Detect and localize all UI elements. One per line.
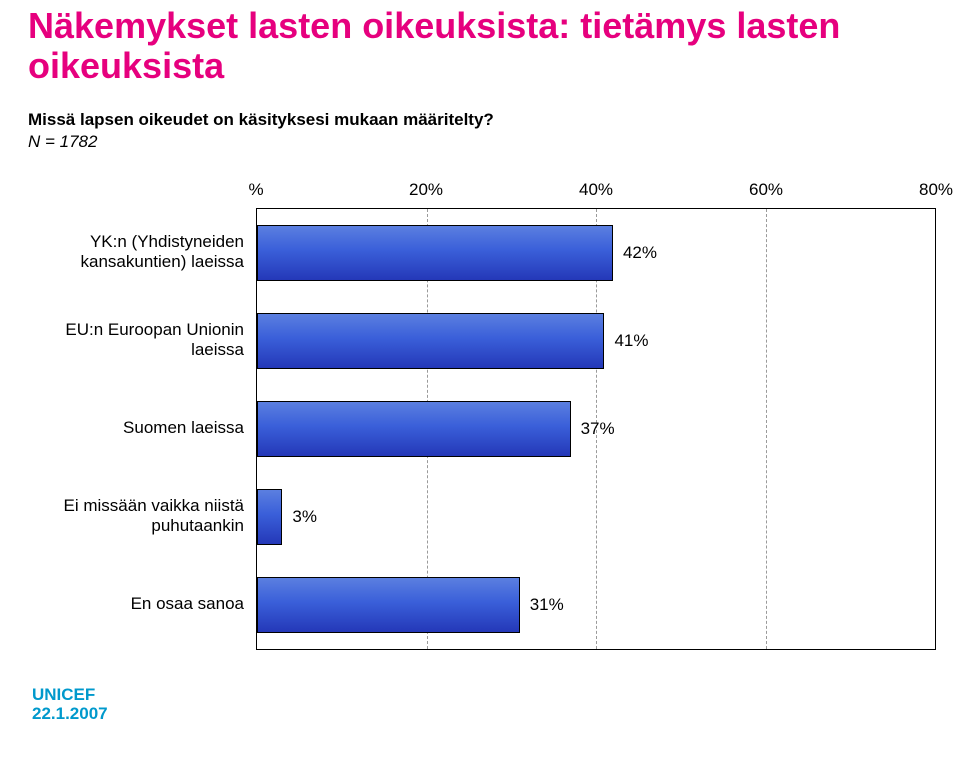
category-label: YK:n (Yhdistyneiden kansakuntien) laeiss… (28, 232, 244, 273)
bar-row: 3% (257, 489, 935, 545)
bar-row: 31% (257, 577, 935, 633)
bar-value-label: 31% (530, 595, 564, 615)
bar-row: 41% (257, 313, 935, 369)
chart-sample-size: N = 1782 (28, 132, 931, 152)
bar (257, 401, 571, 457)
bar (257, 489, 282, 545)
chart-plot-area: 42% 41% 37% 3% 31% (256, 208, 936, 650)
category-label: Ei missään vaikka niistä puhutaankin (28, 496, 244, 537)
footer-org: UNICEF (32, 686, 931, 705)
category-label: EU:n Euroopan Unionin laeissa (28, 320, 244, 361)
chart-question: Missä lapsen oikeudet on käsityksesi muk… (28, 109, 931, 130)
category-label: Suomen laeissa (28, 418, 244, 438)
x-axis-tick-label: 80% (919, 180, 953, 200)
x-axis-tick-label: % (248, 180, 263, 200)
chart-category-labels: YK:n (Yhdistyneiden kansakuntien) laeiss… (28, 208, 256, 648)
bar-value-label: 42% (623, 243, 657, 263)
bar (257, 225, 613, 281)
chart-x-axis: %20%40%60%80% (256, 180, 936, 208)
bar-chart: YK:n (Yhdistyneiden kansakuntien) laeiss… (28, 180, 931, 650)
x-axis-tick-label: 20% (409, 180, 443, 200)
page-title: Näkemykset lasten oikeuksista: tietämys … (28, 6, 931, 87)
x-axis-tick-label: 60% (749, 180, 783, 200)
chart-bars: 42% 41% 37% 3% 31% (257, 209, 935, 649)
bar (257, 313, 604, 369)
bar-row: 37% (257, 401, 935, 457)
bar (257, 577, 520, 633)
footer: UNICEF 22.1.2007 (32, 686, 931, 723)
x-axis-tick-label: 40% (579, 180, 613, 200)
bar-value-label: 3% (292, 507, 317, 527)
footer-date: 22.1.2007 (32, 705, 931, 724)
slide-page: Näkemykset lasten oikeuksista: tietämys … (0, 0, 959, 723)
bar-value-label: 41% (614, 331, 648, 351)
bar-row: 42% (257, 225, 935, 281)
bar-value-label: 37% (581, 419, 615, 439)
category-label: En osaa sanoa (28, 594, 244, 614)
